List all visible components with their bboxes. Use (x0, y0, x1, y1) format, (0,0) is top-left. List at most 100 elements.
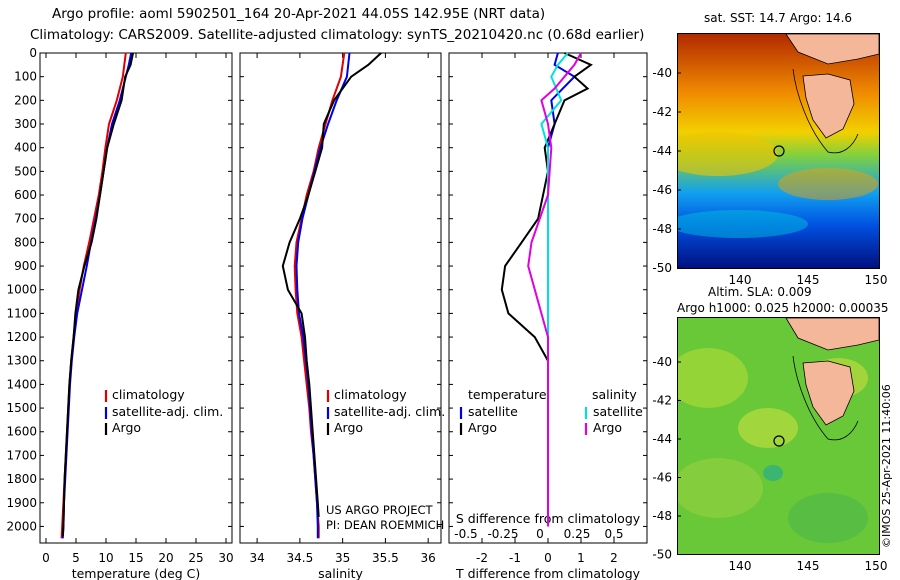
map-lat-label: -44 (652, 144, 672, 158)
x-axis-label: temperature (deg C) (72, 566, 201, 580)
x-axis-label: T difference from climatology (455, 566, 641, 580)
map-lat-label: -48 (652, 222, 672, 236)
map-lat-label: -46 (652, 471, 672, 485)
map-lat-label: -44 (652, 432, 672, 446)
y-tick-label: 0 (29, 46, 37, 60)
sst-map-image (678, 34, 879, 268)
x-tick-label: 0 (544, 551, 552, 565)
legend2-sat-label: satellite-adj. clim. (334, 404, 446, 419)
salinity-panel: 34 34.5 35 35.5 36 salinity (239, 52, 442, 580)
y-tick-label: 900 (14, 259, 37, 273)
sla-map-title-2: Argo h1000: 0.025 h2000: 0.00035 (677, 301, 889, 315)
map-lat-label: -50 (652, 261, 672, 275)
argo-position-marker-sla (773, 435, 785, 447)
y-tick-label: 800 (14, 235, 37, 249)
map-lon-label: 145 (797, 559, 820, 573)
y-tick-label: 1000 (6, 283, 37, 297)
series-line-2 (61, 52, 134, 536)
y-tick-label: 200 (14, 93, 37, 107)
x-axis-label: salinity (318, 566, 363, 580)
map-lat-label: -46 (652, 183, 672, 197)
sla-map-title-1: Altim. SLA: 0.009 (708, 285, 812, 299)
imos-stamp: ©IMOS 25-Apr-2021 11:40:06 (880, 384, 893, 548)
legend-clim-label: climatology (112, 387, 185, 402)
x-top-tick-label: 0 (536, 527, 544, 541)
y-tick-label: 400 (14, 141, 37, 155)
x-top-tick-label: 0.5 (604, 527, 623, 541)
header-line-1: Argo profile: aoml 5902501_164 20-Apr-20… (52, 6, 546, 22)
y-tick-label: 1100 (6, 306, 37, 320)
map-lat-label: -42 (652, 394, 672, 408)
x-tick-label: 5 (72, 551, 80, 565)
y-tick-label: 700 (14, 212, 37, 226)
legend-argo-label: Argo (112, 420, 142, 435)
legend3-salinity-heading: salinity (592, 387, 637, 402)
y-tick-label: 1200 (6, 330, 37, 344)
x-tick-label: 1 (577, 551, 585, 565)
tasmania-land (802, 73, 855, 139)
legend3-temp-sat-label: satellite (468, 404, 518, 419)
map-lat-label: -42 (652, 105, 672, 119)
legend3-temp-argo-label: Argo (468, 420, 498, 435)
x-tick-label: 35.5 (372, 551, 399, 565)
y-tick-label: 1600 (6, 425, 37, 439)
map-lon-label: 150 (865, 559, 888, 573)
y-tick-label: 100 (14, 70, 37, 84)
map-lon-label: 150 (865, 273, 888, 287)
y-tick-label: 1900 (6, 496, 37, 510)
x-tick-label: 25 (188, 551, 203, 565)
x-tick-label: -2 (476, 551, 488, 565)
temperature-panel: 0100200300400500600700800900100011001200… (6, 46, 588, 580)
difference-panel: -2 -1 0 1 2T difference from climatology -0.5… (448, 52, 648, 580)
legend-sat-label: satellite-adj. clim. (112, 404, 224, 419)
x-tick-label: 10 (98, 551, 113, 565)
x-top-tick-label: -0.5 (454, 527, 477, 541)
mainland-land (785, 34, 879, 65)
x-top-tick-label: -0.25 (487, 527, 518, 541)
x-top-tick-label: 0.25 (564, 527, 591, 541)
credit-line-2: PI: DEAN ROEMMICH (326, 518, 445, 532)
credit-line-1: US ARGO PROJECT (326, 503, 433, 517)
sla-map-image (678, 318, 879, 554)
x-tick-label: 0 (42, 551, 50, 565)
x-tick-label: 15 (128, 551, 143, 565)
y-tick-label: 1300 (6, 354, 37, 368)
series-line-2 (281, 52, 382, 518)
x-tick-label: 34 (249, 551, 264, 565)
x-tick-label: 30 (218, 551, 233, 565)
map-lat-label: -40 (652, 355, 672, 369)
map-lon-label: 145 (797, 273, 820, 287)
y-tick-label: 300 (14, 117, 37, 131)
map-lat-label: -48 (652, 509, 672, 523)
y-tick-label: 1800 (6, 472, 37, 486)
legend3-sal-argo-label: Argo (593, 420, 623, 435)
legend2-argo-label: Argo (334, 420, 364, 435)
y-tick-label: 1500 (6, 401, 37, 415)
sla-map (677, 317, 880, 555)
legend2-clim-label: climatology (334, 387, 407, 402)
sst-map (677, 33, 880, 269)
sst-map-title: sat. SST: 14.7 Argo: 14.6 (704, 11, 853, 25)
map-lat-label: -50 (652, 548, 672, 562)
argo-position-marker (773, 145, 785, 157)
series-line-1 (500, 52, 593, 527)
map-lat-label: -40 (652, 66, 672, 80)
y-tick-label: 600 (14, 188, 37, 202)
x-tick-label: 36 (421, 551, 436, 565)
y-tick-label: 1400 (6, 377, 37, 391)
legend3-temperature-heading: temperature (468, 387, 547, 402)
x-tick-label: 35 (335, 551, 350, 565)
header-line-2: Climatology: CARS2009. Satellite-adjuste… (30, 27, 645, 43)
map-lon-label: 140 (729, 273, 752, 287)
y-tick-label: 1700 (6, 448, 37, 462)
legend3-sal-sat-label: satellite (593, 404, 643, 419)
x-tick-label: 2 (610, 551, 618, 565)
series-line-3 (527, 52, 582, 527)
x-tick-label: 20 (158, 551, 173, 565)
x-tick-label: -1 (509, 551, 521, 565)
y-tick-label: 2000 (6, 519, 37, 533)
x-tick-label: 34.5 (287, 551, 314, 565)
plot-frame (239, 52, 442, 544)
